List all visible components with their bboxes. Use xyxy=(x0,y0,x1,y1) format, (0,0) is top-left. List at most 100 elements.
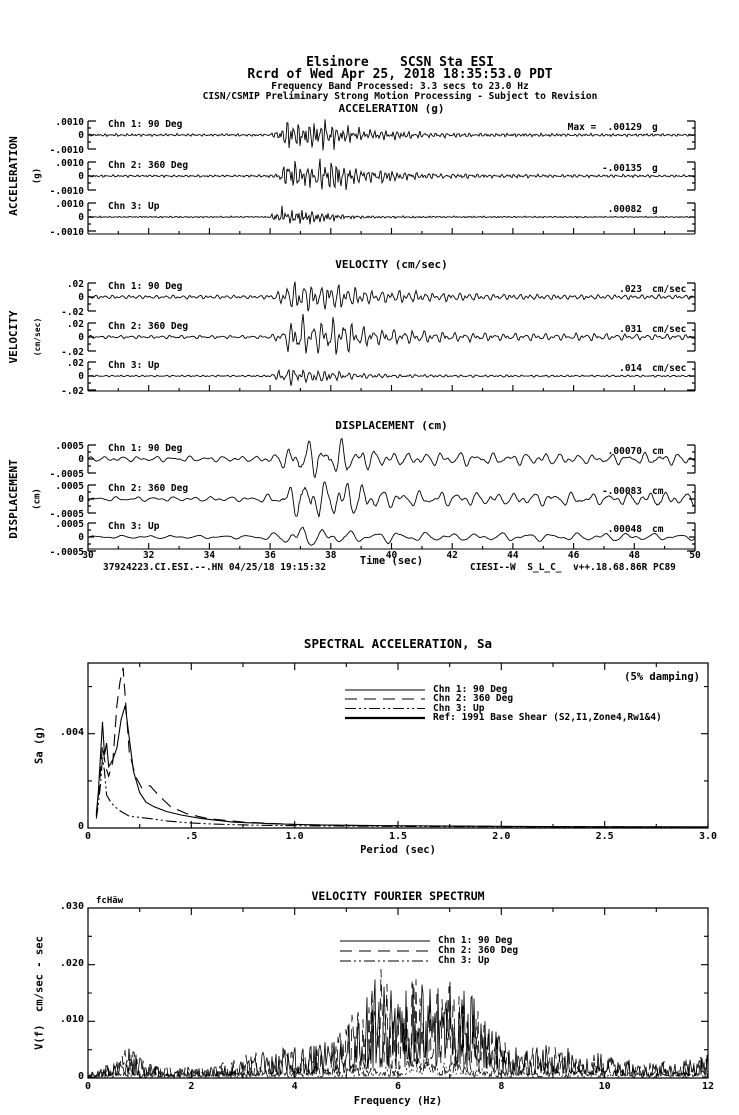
scale-zero-label: 0 xyxy=(78,371,84,382)
channel-label: Chn 2: 360 Deg xyxy=(108,321,189,332)
peak-value: .00070 xyxy=(607,446,642,457)
scale-bracket-right xyxy=(687,322,696,352)
scale-bottom-label: -.0010 xyxy=(49,186,84,197)
scale-bracket-right xyxy=(687,522,696,552)
time-tick-label: 48 xyxy=(628,550,641,561)
scale-zero-label: 0 xyxy=(78,130,84,141)
scale-bottom-label: -.0005 xyxy=(49,509,84,520)
peak-unit: g xyxy=(652,122,658,133)
fourier-curve-3 xyxy=(87,1058,709,1079)
peak-unit: cm/sec xyxy=(652,284,687,295)
sa-curve-2 xyxy=(95,667,709,828)
scale-bottom-label: -.02 xyxy=(61,347,84,358)
sa-curve-3 xyxy=(95,757,709,828)
sa-xtick-label: 2.5 xyxy=(595,831,614,842)
sa-xtick-label: 0 xyxy=(84,831,92,842)
channel-label: Chn 2: 360 Deg xyxy=(108,483,189,494)
fourier-title: VELOCITY FOURIER SPECTRUM xyxy=(311,889,485,903)
channel-label: Chn 3: Up xyxy=(108,521,160,532)
sa-xlabel: Period (sec) xyxy=(360,844,436,856)
time-axis-displacement xyxy=(87,543,696,550)
scale-bottom-label: -.02 xyxy=(61,386,84,397)
sa-xtick-label: 1.5 xyxy=(388,831,408,842)
time-tick-label: 44 xyxy=(507,550,519,561)
filter-corner-markers: fcHäw xyxy=(96,896,124,906)
sa-ticks xyxy=(87,663,709,828)
scale-top-label: .02 xyxy=(66,319,84,330)
peak-unit: g xyxy=(652,204,658,215)
channel-label: Chn 1: 90 Deg xyxy=(108,119,183,130)
scale-zero-label: 0 xyxy=(78,171,84,182)
frequency-band-note: Frequency Band Processed: 3.3 secs to 23… xyxy=(271,81,529,92)
channel-label: Chn 3: Up xyxy=(108,201,160,212)
scale-bracket-left xyxy=(87,282,96,312)
time-axis-acceleration xyxy=(87,228,696,235)
processing-note: CISN/CSMIP Preliminary Strong Motion Pro… xyxy=(202,90,598,102)
channel-label: Chn 3: Up xyxy=(108,360,160,371)
axis-label-velocity: VELOCITY xyxy=(7,310,21,364)
sa-curve-1 xyxy=(95,705,708,828)
station-title: Elsinore SCSN Sta ESI xyxy=(306,55,494,70)
fourier-xtick-label: 12 xyxy=(701,1081,715,1092)
peak-unit: cm xyxy=(652,446,664,457)
record-datetime: Rcrd of Wed Apr 25, 2018 18:35:53.0 PDT xyxy=(247,67,553,82)
scale-bottom-label: -.0010 xyxy=(49,145,84,156)
peak-unit: cm/sec xyxy=(652,363,687,374)
scale-bottom-label: -.0010 xyxy=(49,227,84,238)
time-tick-label: 34 xyxy=(203,550,216,561)
waveform-velocity-ch3 xyxy=(87,368,695,386)
fourier-legend-label: Chn 2: 360 Deg xyxy=(438,945,519,956)
fourier-xlabel: Frequency (Hz) xyxy=(353,1095,443,1107)
fourier-ytick-label: .020 xyxy=(59,957,84,969)
peak-value: -.00135 xyxy=(601,163,642,174)
waveform-velocity-ch2 xyxy=(87,314,696,355)
damping-note: (5% damping) xyxy=(624,671,700,683)
scale-zero-label: 0 xyxy=(78,332,84,343)
scale-bracket-left xyxy=(87,444,96,474)
peak-value: .023 xyxy=(619,284,642,295)
axis-label-displacement: DISPLACEMENT xyxy=(7,459,21,539)
fourier-ytick-label: 0 xyxy=(77,1071,84,1082)
waveform-displacement-ch3 xyxy=(87,526,696,546)
panel-title-velocity: VELOCITY (cm/sec) xyxy=(335,258,448,271)
fourier-xtick-label: 2 xyxy=(188,1081,195,1092)
peak-value: .014 xyxy=(619,363,642,374)
scale-zero-label: 0 xyxy=(78,454,84,465)
scale-bottom-label: -.0005 xyxy=(49,469,84,480)
peak-value: .031 xyxy=(619,324,642,335)
panel-title-displacement: DISPLACEMENT (cm) xyxy=(335,419,448,432)
waveform-velocity-ch1 xyxy=(87,281,696,312)
peak-unit: cm xyxy=(652,486,664,497)
scale-top-label: .0005 xyxy=(55,441,84,452)
fourier-xtick-label: 4 xyxy=(291,1081,298,1092)
scale-bottom-label: -.0005 xyxy=(49,547,84,558)
scale-top-label: .0010 xyxy=(55,158,84,169)
sa-ytick-label: .004 xyxy=(59,726,84,738)
time-tick-label: 30 xyxy=(82,550,94,561)
fourier-legend-label: Chn 1: 90 Deg xyxy=(438,935,513,946)
time-axis-velocity xyxy=(87,385,696,392)
sa-ytick-label: 0 xyxy=(77,821,84,832)
waveform-acceleration-ch2 xyxy=(87,158,696,191)
peak-value: .00048 xyxy=(607,524,642,535)
waveform-acceleration-ch3 xyxy=(87,205,695,225)
fourier-ylabel: V(f) cm/sec - sec xyxy=(33,936,46,1050)
channel-label: Chn 1: 90 Deg xyxy=(108,281,183,292)
fourier-legend-label: Chn 3: Up xyxy=(438,955,490,966)
sa-xtick-label: 3.0 xyxy=(698,831,718,842)
time-tick-label: 40 xyxy=(385,550,398,561)
waveform-acceleration-ch1 xyxy=(87,119,696,151)
peak-value: .00082 xyxy=(607,204,642,215)
time-tick-label: 38 xyxy=(325,550,337,561)
scale-top-label: .0010 xyxy=(55,199,84,210)
scale-top-label: .02 xyxy=(66,358,84,369)
waveform-displacement-ch2 xyxy=(87,481,696,518)
sa-title: SPECTRAL ACCELERATION, Sa xyxy=(303,636,493,651)
scale-zero-label: 0 xyxy=(78,532,84,543)
scale-top-label: .02 xyxy=(66,279,84,290)
record-id: 37924223.CI.ESI.--.HN 04/25/18 19:15:32 xyxy=(103,562,327,573)
fourier-xtick-label: 8 xyxy=(498,1081,505,1092)
fourier-curve-2 xyxy=(87,968,709,1079)
peak-unit: cm/sec xyxy=(652,324,687,335)
